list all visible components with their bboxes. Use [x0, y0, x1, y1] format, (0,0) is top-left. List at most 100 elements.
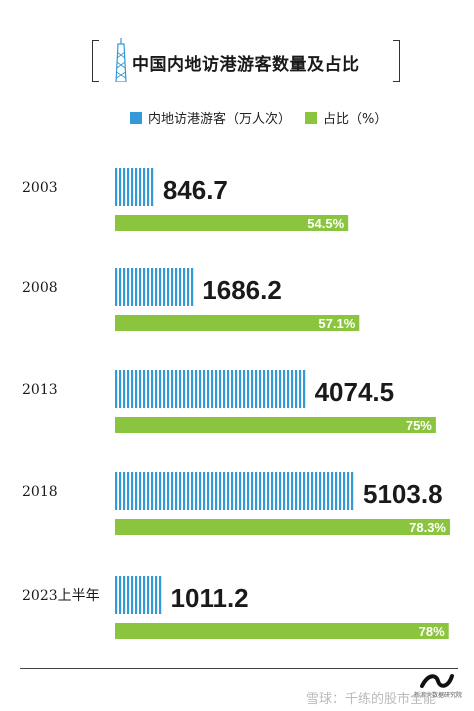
visitors-bar-stripe	[151, 370, 154, 408]
visitors-bar-stripe	[219, 370, 222, 408]
visitors-bar-stripe	[307, 472, 310, 510]
visitors-bar-stripe	[227, 370, 230, 408]
visitors-bar-stripe	[287, 370, 290, 408]
visitors-bar-stripe	[267, 472, 270, 510]
visitors-bar-stripe	[235, 370, 238, 408]
visitors-bar-stripe	[163, 370, 166, 408]
legend-item-visitors: 内地访港游客（万人次）	[130, 108, 291, 127]
visitors-bar-stripe	[175, 370, 178, 408]
visitors-bar-stripe	[299, 370, 302, 408]
visitors-bar-stripe	[191, 268, 194, 306]
hong-kong-tower-icon	[115, 38, 127, 82]
visitors-bar-stripe	[155, 268, 158, 306]
visitors-bar-stripe	[143, 472, 146, 510]
visitors-bar-stripe	[135, 268, 138, 306]
visitors-bar-stripe	[179, 370, 182, 408]
logo-text: 新浪大数据研究院	[414, 692, 463, 699]
visitors-bar-stripe	[343, 472, 346, 510]
visitors-bar-stripe	[347, 472, 350, 510]
visitors-bar-stripe	[247, 370, 250, 408]
visitors-bar-stripe	[319, 472, 322, 510]
chart-title: 中国内地访港游客数量及占比	[132, 55, 360, 75]
visitors-bar-stripe	[119, 168, 122, 206]
visitors-value-label: 1011.2	[171, 583, 249, 613]
visitors-bar-stripe	[131, 168, 134, 206]
visitors-bar-stripe	[123, 168, 126, 206]
visitors-bar-stripe	[299, 472, 302, 510]
legend-label-share: 占比（%）	[323, 112, 388, 127]
visitors-bar-stripe	[291, 472, 294, 510]
visitors-bar	[115, 472, 354, 510]
share-bar	[115, 623, 449, 639]
visitors-bar-stripe	[191, 472, 194, 510]
visitors-bar-stripe	[151, 168, 154, 206]
visitors-bar-stripe	[131, 268, 134, 306]
legend-swatch-blue	[130, 111, 142, 124]
visitors-bar-stripe	[135, 370, 138, 408]
visitors-bar-stripe	[211, 472, 214, 510]
visitors-bar-stripe	[183, 268, 186, 306]
visitors-bar-stripe	[147, 576, 150, 614]
visitors-bar-stripe	[187, 472, 190, 510]
visitors-bar-stripe	[127, 472, 130, 510]
visitors-bar-stripe	[175, 268, 178, 306]
visitors-bar-stripe	[211, 370, 214, 408]
visitors-bar-stripe	[187, 268, 190, 306]
visitors-bar-stripe	[139, 168, 142, 206]
visitors-bar-stripe	[243, 472, 246, 510]
visitors-bar-stripe	[247, 472, 250, 510]
visitors-bar-stripe	[263, 472, 266, 510]
visitors-bar-stripe	[231, 472, 234, 510]
visitors-bar-stripe	[119, 268, 122, 306]
category-label: 2018	[22, 484, 58, 500]
visitors-bar-stripe	[159, 370, 162, 408]
visitors-value-label: 1686.2	[202, 275, 282, 305]
visitors-bar-stripe	[135, 472, 138, 510]
visitors-bar-stripe	[183, 370, 186, 408]
visitors-bar-stripe	[115, 576, 118, 614]
visitors-bar-stripe	[131, 472, 134, 510]
visitors-bar-stripe	[119, 370, 122, 408]
visitors-bar-stripe	[187, 370, 190, 408]
visitors-bar-stripe	[159, 576, 162, 614]
visitors-bar-stripe	[119, 576, 122, 614]
share-value-label: 78.3%	[409, 520, 446, 535]
visitors-bar-stripe	[339, 472, 342, 510]
visitors-bar-stripe	[139, 576, 142, 614]
visitors-bar-stripe	[147, 370, 150, 408]
visitors-bar	[115, 576, 162, 614]
visitors-bar-stripe	[279, 370, 282, 408]
visitors-bar-stripe	[139, 268, 142, 306]
visitors-bar-stripe	[295, 472, 298, 510]
visitors-bar-stripe	[135, 168, 138, 206]
visitors-bar-stripe	[215, 472, 218, 510]
visitors-bar-stripe	[151, 472, 154, 510]
visitors-bar-stripe	[203, 370, 206, 408]
visitors-bar-stripe	[115, 370, 118, 408]
visitors-bar-stripe	[207, 472, 210, 510]
visitors-bar-stripe	[179, 472, 182, 510]
chart-title-frame: 中国内地访港游客数量及占比	[92, 38, 400, 82]
visitors-bar-stripe	[227, 472, 230, 510]
visitors-bar-stripe	[167, 472, 170, 510]
title-bracket-left	[92, 40, 99, 82]
visitors-bar	[115, 268, 194, 306]
sina-logo-icon	[420, 674, 454, 688]
share-bar	[115, 519, 450, 535]
category-label: 2023上半年	[22, 588, 100, 604]
title-bracket-right	[393, 40, 400, 82]
visitors-bar-stripe	[119, 472, 122, 510]
visitors-bar-stripe	[199, 472, 202, 510]
visitors-bar-stripe	[231, 370, 234, 408]
visitors-bar	[115, 168, 154, 206]
share-value-label: 78%	[419, 624, 445, 639]
visitors-bar-stripe	[123, 576, 126, 614]
visitors-bar-stripe	[255, 370, 258, 408]
visitors-bar-stripe	[315, 472, 318, 510]
visitors-bar-stripe	[255, 472, 258, 510]
visitors-bar-stripe	[159, 472, 162, 510]
visitors-bar-stripe	[303, 472, 306, 510]
share-value-label: 54.5%	[307, 216, 344, 231]
visitors-bar-stripe	[115, 268, 118, 306]
